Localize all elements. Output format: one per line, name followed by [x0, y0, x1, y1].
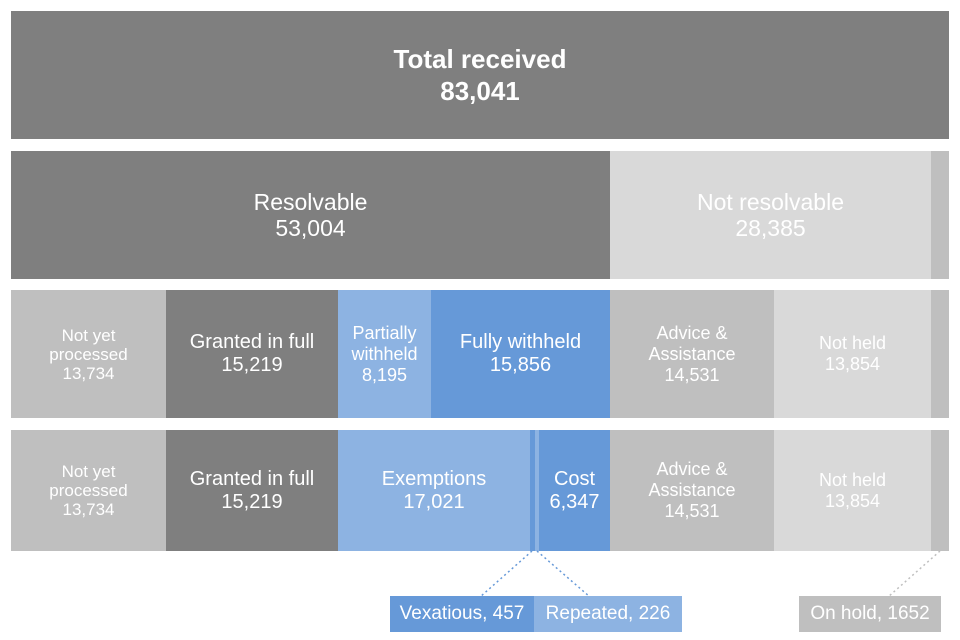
advice-assistance-line1: Advice &: [656, 322, 728, 343]
not-yet-processed-block: Not yet processed 13,734: [11, 290, 166, 418]
not-resolvable-value: 28,385: [735, 215, 806, 241]
not-held-label: Not held: [818, 333, 887, 353]
repeated-label: Repeated, 226: [534, 596, 682, 632]
advice-assistance-value: 14,531: [664, 364, 720, 385]
advice-assistance-line2-2: Assistance: [648, 480, 736, 500]
total-received-value: 83,041: [440, 76, 520, 106]
partially-withheld-line1: Partially: [352, 322, 417, 343]
advice-assistance-block: Advice & Assistance 14,531: [610, 290, 774, 418]
on-hold-label: On hold, 1652: [799, 596, 941, 632]
on-hold-sliver-row2: [931, 290, 949, 418]
partially-withheld-line2: withheld: [351, 343, 418, 364]
not-yet-processed-line2: processed: [49, 344, 128, 364]
on-hold-sliver-row1: [931, 151, 949, 279]
not-held-value-2: 13,854: [824, 490, 881, 511]
fully-withheld-label: Fully withheld: [459, 331, 582, 353]
not-yet-processed-line1: Not yet: [61, 325, 116, 345]
cost-block: Cost 6,347: [539, 430, 610, 551]
partially-withheld-value: 8,195: [361, 364, 408, 385]
not-yet-processed-line1-2: Not yet: [61, 462, 116, 481]
granted-in-full-block-2: Granted in full 15,219: [166, 430, 338, 551]
not-yet-processed-value-2: 13,734: [62, 500, 115, 519]
total-received-label: Total received: [393, 44, 567, 74]
repeated-sliver: [535, 430, 539, 551]
not-held-value: 13,854: [824, 354, 881, 374]
resolvable-block: Resolvable 53,004: [11, 151, 610, 279]
resolvable-label: Resolvable: [253, 189, 368, 215]
not-yet-processed-value: 13,734: [62, 363, 115, 383]
cost-value: 6,347: [549, 490, 600, 513]
fully-withheld-block: Fully withheld 15,856: [431, 290, 610, 418]
fully-withheld-value: 15,856: [489, 354, 552, 376]
not-resolvable-block: Not resolvable 28,385: [610, 151, 931, 279]
vexatious-connector: [479, 550, 533, 598]
not-held-label-2: Not held: [818, 469, 887, 490]
vexatious-label: Vexatious, 457: [390, 596, 534, 632]
not-yet-processed-line2-2: processed: [49, 481, 128, 500]
not-held-block-2: Not held 13,854: [774, 430, 931, 551]
granted-in-full-block: Granted in full 15,219: [166, 290, 338, 418]
exemptions-label: Exemptions: [381, 467, 487, 490]
not-yet-processed-block-2: Not yet processed 13,734: [11, 430, 166, 551]
cost-label: Cost: [553, 467, 596, 490]
granted-in-full-value: 15,219: [221, 354, 283, 376]
granted-in-full-label-2: Granted in full: [189, 467, 315, 490]
not-resolvable-label: Not resolvable: [696, 189, 845, 215]
advice-assistance-block-2: Advice & Assistance 14,531: [610, 430, 774, 551]
on-hold-connector: [887, 550, 941, 598]
exemptions-block: Exemptions 17,021: [338, 430, 530, 551]
on-hold-sliver-row3: [931, 430, 949, 551]
vexatious-sliver: [530, 430, 535, 551]
granted-in-full-label: Granted in full: [189, 331, 315, 353]
advice-assistance-line1-2: Advice &: [656, 459, 728, 479]
resolvable-value: 53,004: [275, 215, 346, 241]
advice-assistance-value-2: 14,531: [664, 501, 720, 521]
exemptions-value: 17,021: [403, 490, 465, 513]
advice-assistance-line2: Assistance: [648, 343, 736, 364]
granted-in-full-value-2: 15,219: [221, 490, 283, 513]
partially-withheld-block: Partially withheld 8,195: [338, 290, 431, 418]
total-received-block: Total received 83,041: [11, 11, 949, 139]
not-held-block: Not held 13,854: [774, 290, 931, 418]
repeated-connector: [536, 550, 591, 598]
